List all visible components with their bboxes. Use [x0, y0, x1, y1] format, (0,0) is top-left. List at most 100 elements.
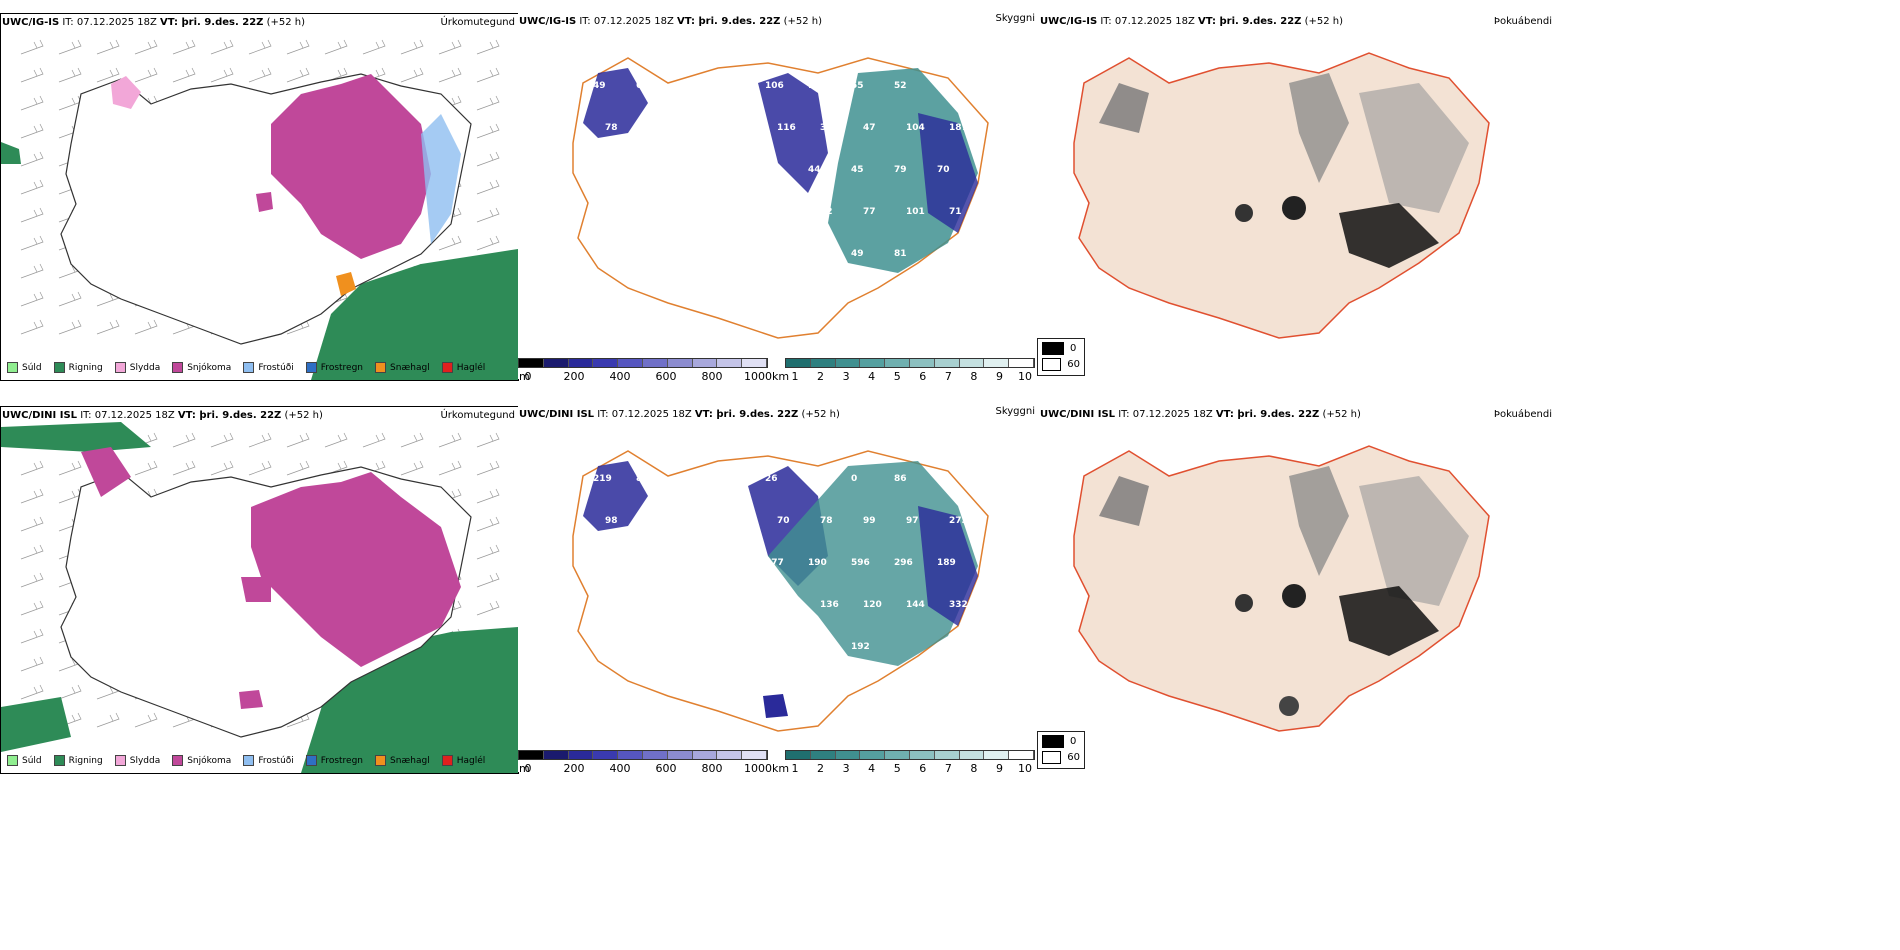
- visibility-value: 81: [894, 249, 907, 259]
- legend-item: Rigning: [53, 362, 103, 373]
- wind-barb: [20, 544, 44, 560]
- legend-label: Slydda: [129, 755, 161, 766]
- colorbar-segment: [885, 359, 910, 367]
- visibility-value: 52: [894, 81, 907, 91]
- visibility-value: 79: [777, 207, 790, 217]
- colorbar-tick: 1000: [744, 370, 772, 383]
- low-ceiling-area: [758, 73, 828, 193]
- visibility-value: 257: [593, 249, 612, 259]
- legend-swatch: [53, 755, 65, 766]
- colorbar-tick: 800: [701, 370, 723, 383]
- fog-panel-top: UWC/IG-IS IT: 07.12.2025 18Z VT: þri. 9.…: [1039, 13, 1555, 379]
- visibility-value: 97: [734, 600, 747, 610]
- wind-barb: [20, 207, 44, 223]
- visibility-value: 273: [949, 516, 968, 526]
- colorbar-tick: 0: [524, 370, 532, 383]
- wind-barb: [400, 67, 424, 83]
- snow-area: [271, 74, 431, 259]
- wind-barb: [248, 432, 272, 448]
- wind-barb: [172, 39, 196, 55]
- wind-barb: [172, 460, 196, 476]
- legend-item: Frostúði: [243, 755, 294, 766]
- legend-item: Haglél: [441, 755, 485, 766]
- visibility-value: 38: [820, 123, 833, 133]
- precip-title-top: UWC/IG-IS IT: 07.12.2025 18Z VT: þri. 9.…: [2, 17, 306, 28]
- wind-barb: [476, 123, 500, 139]
- visibility-value: 79: [894, 165, 907, 175]
- fog-map-bottom: [1073, 445, 1490, 732]
- wind-barb: [286, 67, 310, 83]
- precip-legend-top: Súld Rigning Slydda Snjókoma Frostúði Frostre…: [7, 362, 485, 373]
- visibility-value: 27: [648, 600, 661, 610]
- colorbar-segment: [959, 359, 985, 367]
- visibility-value: 136: [734, 516, 753, 526]
- visibility-value: 136: [820, 600, 839, 610]
- dense-fog-area: [1235, 594, 1253, 612]
- visibility-value: 116: [777, 123, 796, 133]
- visibility-value: 44: [722, 165, 735, 175]
- wind-barb: [134, 67, 158, 83]
- colorbar-segment: [1009, 359, 1034, 367]
- legend-swatch: [243, 362, 255, 373]
- wind-barb: [20, 235, 44, 251]
- precip-panel-top: UWC/IG-IS IT: 07.12.2025 18Z VT: þri. 9.…: [0, 13, 519, 381]
- visibility-value: 11: [734, 207, 747, 217]
- fog-legend-bottom: 0 60: [1037, 731, 1085, 769]
- colorbar-tick: 9: [995, 370, 1003, 383]
- low-ceiling-area: [918, 113, 978, 233]
- visibility-value: 153: [765, 249, 784, 259]
- colorbar-segment: [618, 751, 643, 759]
- colorbar-tick: 3: [842, 370, 850, 383]
- colorbar-segment: [642, 751, 668, 759]
- visibility-value: 72: [820, 207, 833, 217]
- snow-area: [256, 192, 273, 212]
- legend-label: Frostúði: [258, 755, 294, 766]
- visibility-title-bottom: UWC/DINI ISL IT: 07.12.2025 18Z VT: þri.…: [519, 409, 840, 420]
- visibility-value: 70: [937, 165, 950, 175]
- wind-barb: [476, 572, 500, 588]
- colorbar-tick: 200: [563, 762, 585, 775]
- wind-barb: [20, 123, 44, 139]
- wind-barb: [20, 684, 44, 700]
- visibility-value: 64: [636, 249, 649, 259]
- legend-label: Súld: [22, 755, 42, 766]
- fog-legend-item: 0: [1042, 735, 1080, 748]
- wind-barb: [210, 67, 234, 83]
- wind-barb: [20, 460, 44, 476]
- colorbar-segment: [885, 751, 910, 759]
- visibility-label-bottom: Skyggni: [995, 406, 1035, 417]
- legend-label: Rigning: [68, 755, 103, 766]
- colorbar-segment: [519, 751, 544, 759]
- fog-map-top: [1073, 52, 1490, 339]
- wind-barb: [172, 432, 196, 448]
- visibility-value: 95: [722, 81, 735, 91]
- colorbar-segment: [742, 359, 767, 367]
- legend-label: Slydda: [129, 362, 161, 373]
- sleet-area: [111, 76, 141, 109]
- fog-legend-swatch: [1042, 358, 1062, 371]
- visibility-value: 91: [765, 165, 778, 175]
- visibility-value: 0: [851, 474, 857, 484]
- wind-barb: [20, 151, 44, 167]
- legend-item: Súld: [7, 755, 42, 766]
- visibility-value: 45: [851, 165, 864, 175]
- wind-barb: [324, 39, 348, 55]
- fog-title-bottom: UWC/DINI ISL IT: 07.12.2025 18Z VT: þri.…: [1040, 409, 1361, 420]
- colorbar-tick: 600: [655, 370, 677, 383]
- colorbar-tick: 200: [563, 370, 585, 383]
- legend-label: Súld: [22, 362, 42, 373]
- visibility-value: 98: [605, 516, 618, 526]
- wind-barb: [58, 39, 82, 55]
- legend-item: Rigning: [53, 755, 103, 766]
- colorbar-tick: 800: [701, 762, 723, 775]
- colorbar-segment: [786, 751, 811, 759]
- colorbar-segment: [692, 751, 718, 759]
- visibility-value: 12: [679, 642, 692, 652]
- legend-swatch: [172, 362, 184, 373]
- visibility-value: 125: [691, 600, 710, 610]
- legend-swatch: [114, 362, 126, 373]
- visibility-value: 78: [820, 516, 833, 526]
- colorbar-tick: 600: [655, 762, 677, 775]
- wind-barb: [96, 712, 120, 728]
- visibility-value: 70: [777, 516, 790, 526]
